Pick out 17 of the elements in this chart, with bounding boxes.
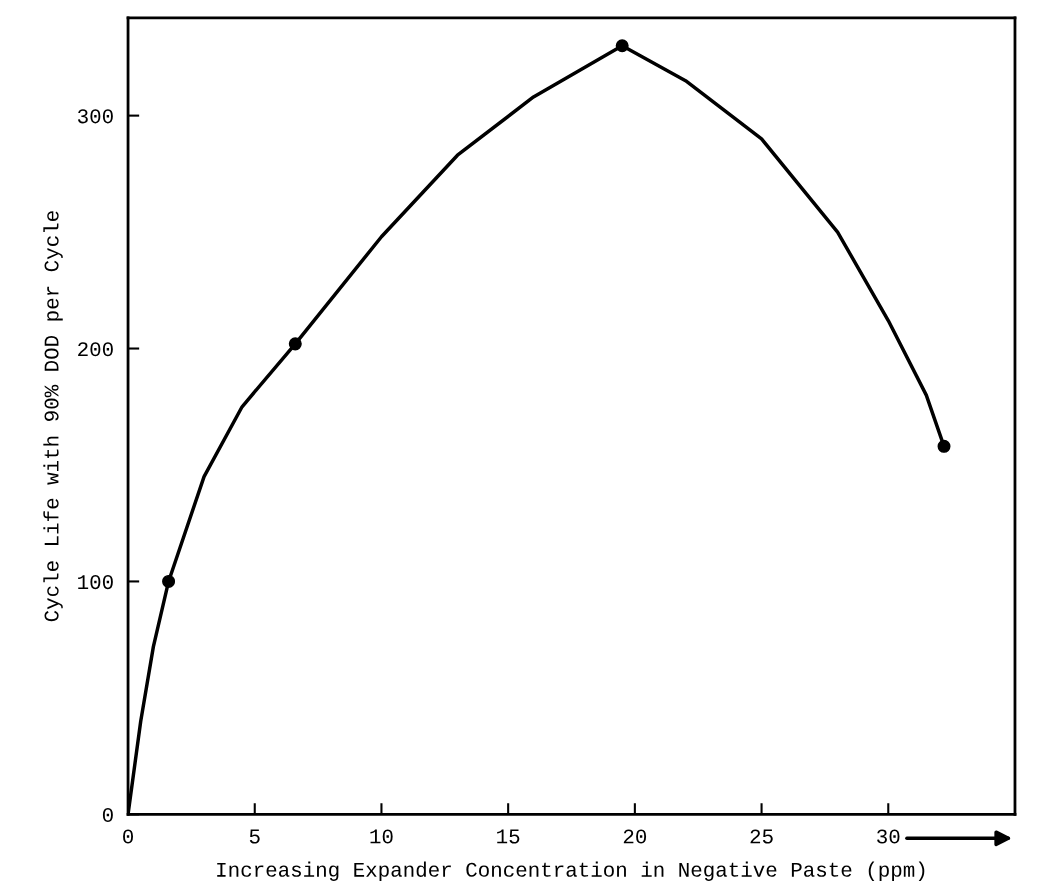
- x-axis-title: Increasing Expander Concentration in Negative Paste (ppm): [217, 861, 925, 881]
- x-tick-label: 30: [877, 829, 900, 844]
- y-tick-label: 200: [78, 342, 113, 357]
- point: [615, 39, 629, 53]
- point: [937, 439, 951, 453]
- x-tick-label: 15: [497, 829, 520, 844]
- y-axis-title: Cycle Life with 90% DOD per Cycle: [43, 211, 63, 622]
- point: [162, 574, 176, 588]
- x-tick-label: 25: [750, 829, 773, 844]
- point: [288, 337, 302, 351]
- y-tick-label: 100: [78, 575, 113, 590]
- y-tick-label: 300: [77, 109, 113, 124]
- x-tick-label: 0: [123, 829, 134, 844]
- y-tick-label: 0: [102, 807, 113, 823]
- x-tick-label: 20: [623, 829, 647, 844]
- x-tick-label: 5: [249, 829, 260, 844]
- x-tick-label: 10: [370, 829, 393, 844]
